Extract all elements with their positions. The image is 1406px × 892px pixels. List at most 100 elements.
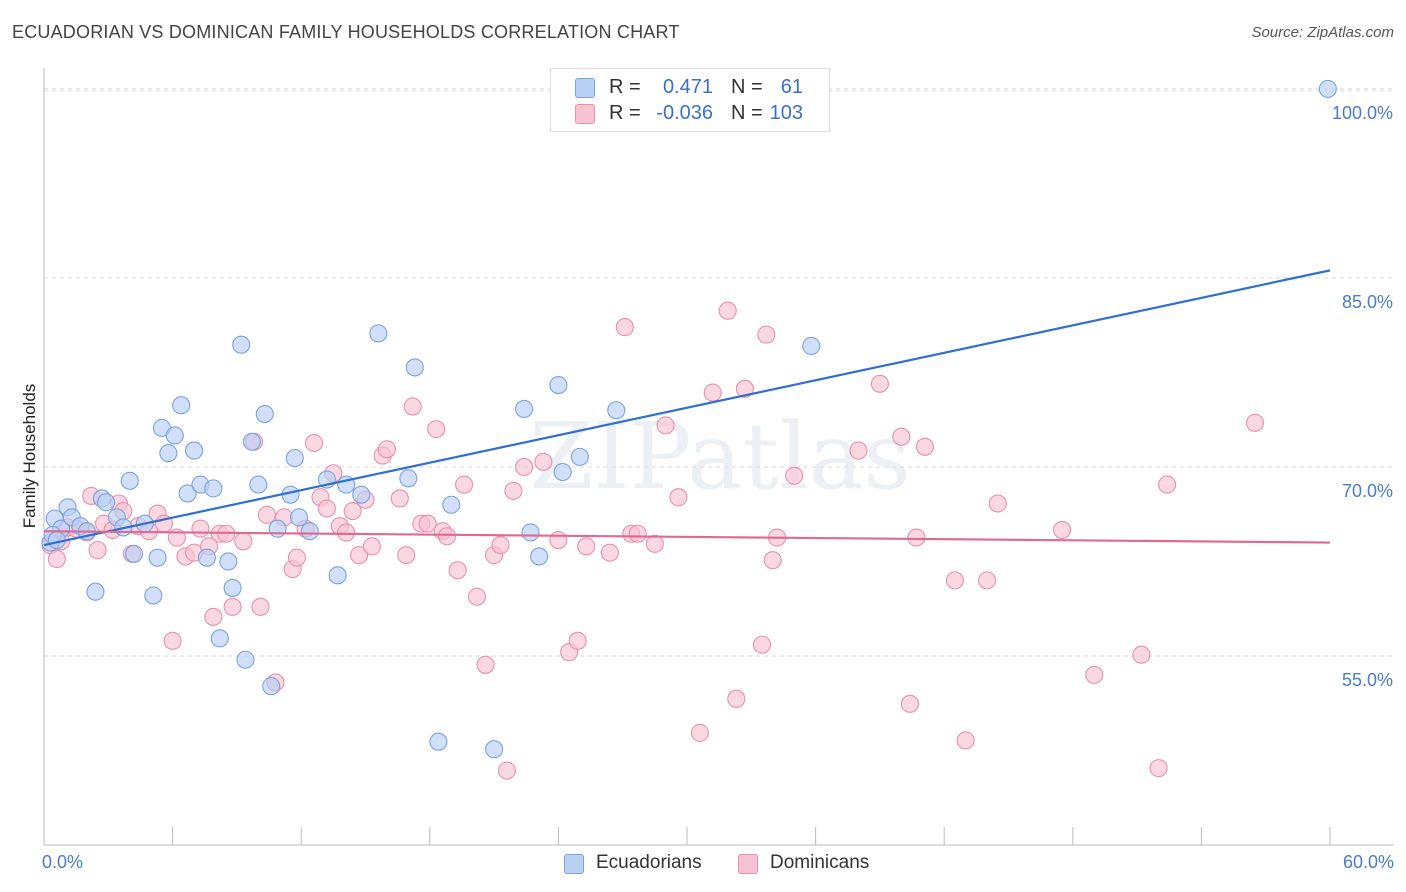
dominican-point <box>317 499 336 518</box>
dominican-point <box>1245 413 1265 432</box>
ecuadorian-point <box>184 441 204 460</box>
ecuadorian-point <box>97 493 116 512</box>
dominican-point <box>362 537 381 556</box>
ecuadorian-point <box>802 336 821 356</box>
dominican-point <box>448 561 467 580</box>
ecuadorian-point <box>515 399 534 419</box>
ecuadorian-point <box>178 484 197 503</box>
ecuadorian-point <box>197 548 216 567</box>
r-value: -0.036 <box>656 102 713 124</box>
r-label: R = <box>609 102 641 124</box>
ecuadorian-point <box>249 475 268 494</box>
legend-row-ecuadorians: R = 0.471 N = 61 <box>551 75 829 101</box>
dominican-point <box>1158 475 1177 494</box>
dominican-point <box>534 452 553 471</box>
ecuadorian-point <box>570 447 589 466</box>
dominican-point <box>437 527 456 546</box>
ecuadorian-point <box>1318 79 1337 98</box>
dominicans-swatch <box>575 104 595 124</box>
dominican-point <box>785 466 804 485</box>
dominican-point <box>257 505 276 524</box>
dominican-point <box>735 379 754 398</box>
dominican-point <box>757 325 776 344</box>
legend-row-dominicans: R = -0.036 N = 103 <box>551 101 829 127</box>
dominican-point <box>455 475 474 494</box>
ecuadorian-point <box>300 522 319 541</box>
dominican-point <box>915 437 934 456</box>
dominican-point <box>397 546 416 565</box>
y-tick-label: 55.0% <box>1342 670 1393 690</box>
ecuadorian-point <box>232 335 251 354</box>
watermark: ZIPatlas <box>529 403 910 510</box>
dominican-point <box>870 374 889 393</box>
dominican-point <box>418 514 437 533</box>
legend-label: Dominicans <box>770 852 870 873</box>
n-label: N = <box>731 76 763 98</box>
dominican-point <box>763 551 782 570</box>
n-label: N = <box>731 102 763 124</box>
dominican-point <box>223 597 242 616</box>
dominican-point <box>628 524 647 543</box>
ecuadorian-point <box>236 650 255 669</box>
dominican-point <box>849 441 868 460</box>
ecuadorian-point <box>262 677 281 696</box>
dominican-point <box>703 383 722 402</box>
ecuadorian-point <box>124 544 144 563</box>
axes <box>43 68 1394 846</box>
dominican-point <box>690 723 709 742</box>
ecuadorian-point <box>521 523 540 542</box>
dominican-point <box>204 607 223 626</box>
dominican-point <box>1132 645 1151 664</box>
n-value: 61 <box>780 76 803 98</box>
ecuadorian-point <box>290 508 309 527</box>
dominican-point <box>476 655 495 674</box>
dominican-point <box>978 571 997 590</box>
dominican-point <box>945 571 964 590</box>
dominican-point <box>549 530 568 550</box>
trend-lines <box>43 269 1331 547</box>
ecuadorian-point <box>442 495 461 514</box>
chart-title: ECUADORIAN VS DOMINICAN FAMILY HOUSEHOLD… <box>12 22 680 42</box>
dominican-point <box>615 318 634 337</box>
dominican-point <box>1149 759 1168 778</box>
ecuadorians-swatch <box>575 78 595 98</box>
ecuadorian-point <box>285 449 304 468</box>
dominican-point <box>234 532 253 551</box>
dominican-point <box>1053 520 1072 540</box>
trend-line-dominicans <box>43 530 1331 544</box>
ecuadorians-swatch <box>564 854 584 874</box>
dominican-point <box>427 420 446 439</box>
dominican-point <box>251 597 270 616</box>
ecuadorian-point <box>549 375 568 395</box>
dominican-point <box>305 433 324 453</box>
dominican-point <box>88 541 107 560</box>
ecuadorian-point <box>144 586 163 605</box>
ecuadorian-point <box>120 471 139 490</box>
ecuadorian-point <box>165 426 184 445</box>
dominican-point <box>656 416 675 435</box>
y-tick-label: 70.0% <box>1342 481 1393 501</box>
dominican-point <box>163 631 182 650</box>
grid-lines <box>44 88 1394 657</box>
y-tick-labels: 55.0% 70.0% 85.0% 100.0% <box>1332 103 1393 690</box>
dominican-point <box>907 528 926 547</box>
dominican-point <box>497 761 517 780</box>
dominican-point <box>900 694 919 713</box>
dominican-point <box>600 543 619 562</box>
dominican-point <box>403 397 422 416</box>
y-axis-label: Family Households <box>20 383 39 529</box>
dominican-point <box>669 488 688 507</box>
dominican-point <box>515 457 534 477</box>
dominican-point <box>645 534 664 553</box>
n-value: 103 <box>769 102 803 124</box>
dominican-point <box>568 631 587 650</box>
dominican-point <box>504 481 523 500</box>
dominican-point <box>390 489 409 508</box>
dominican-point <box>343 502 362 521</box>
ecuadorian-point <box>268 519 287 538</box>
ecuadorian-point <box>159 444 178 463</box>
series-legend: Ecuadorians Dominicans <box>0 852 1406 878</box>
ecuadorian-point <box>86 582 105 601</box>
y-tick-label: 100.0% <box>1332 103 1393 123</box>
